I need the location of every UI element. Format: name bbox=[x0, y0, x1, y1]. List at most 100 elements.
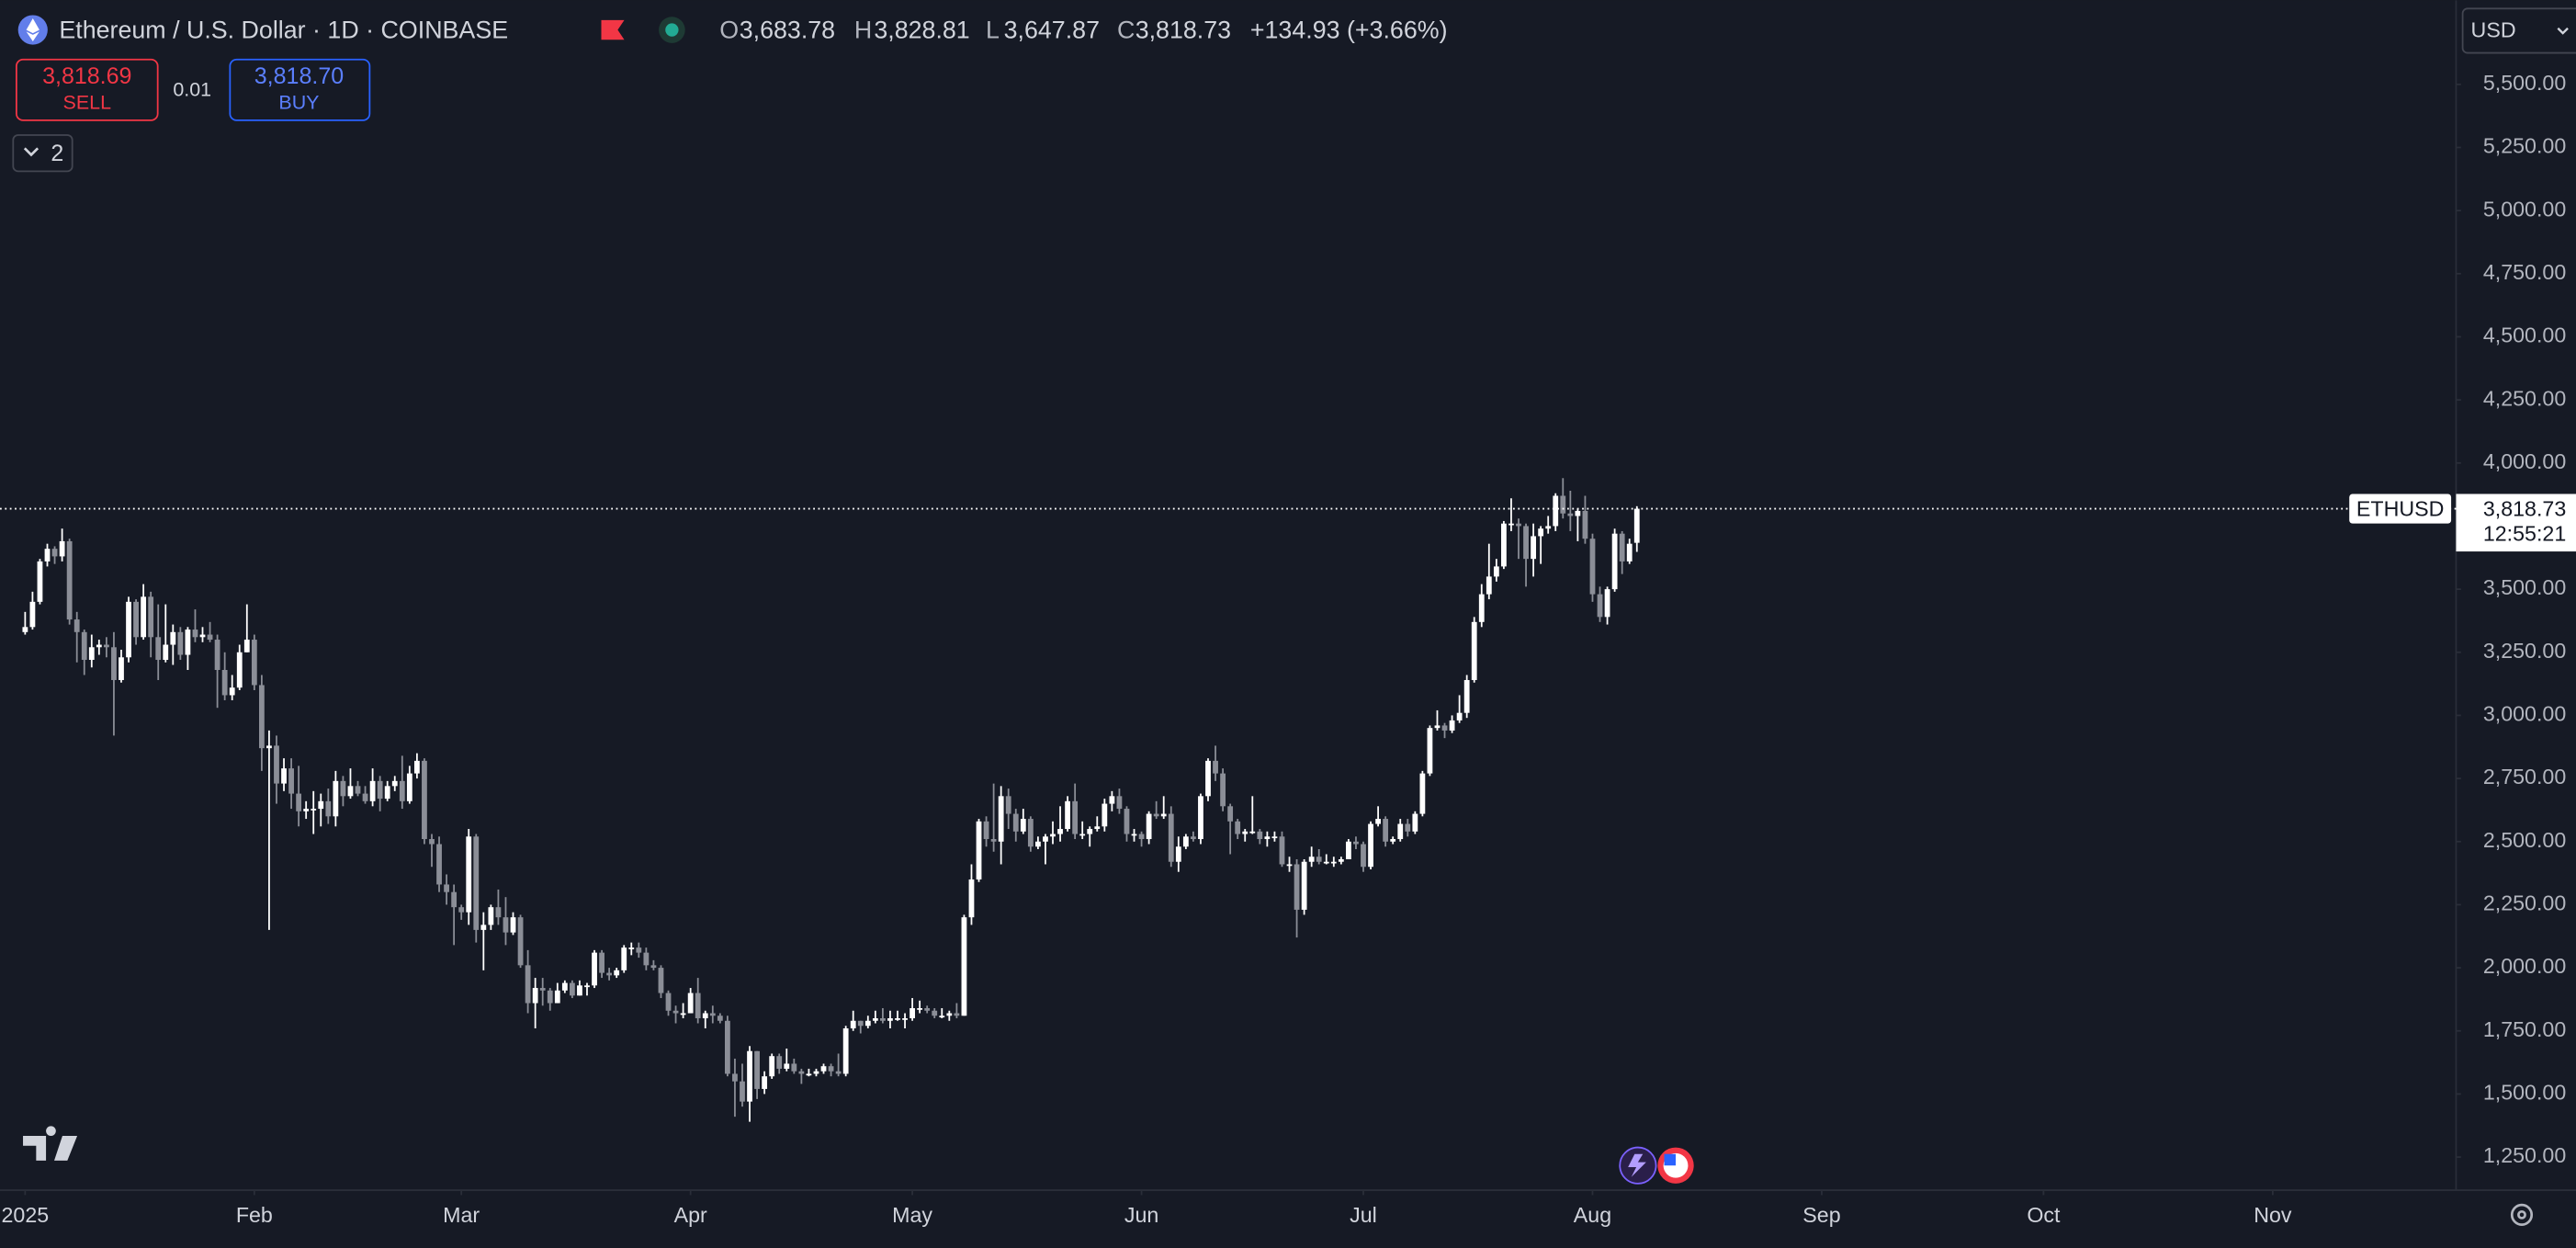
candle-body bbox=[1094, 826, 1101, 830]
candle-body bbox=[66, 540, 73, 620]
market-status-dot bbox=[665, 23, 679, 37]
candle-body bbox=[990, 839, 997, 842]
candle-body bbox=[961, 917, 967, 1016]
settings-icon[interactable] bbox=[2510, 1203, 2534, 1226]
x-tick-label: Jun bbox=[1124, 1203, 1158, 1227]
candle-body bbox=[740, 1081, 745, 1102]
buy-label: BUY bbox=[278, 92, 319, 114]
candle-body bbox=[1043, 836, 1048, 842]
sell-button[interactable] bbox=[15, 58, 159, 121]
candle-body bbox=[96, 644, 102, 648]
candle-body bbox=[44, 549, 51, 562]
currency-select[interactable] bbox=[2461, 7, 2576, 54]
change-value: +134.93 (+3.66%) bbox=[1250, 16, 1448, 43]
candle-body bbox=[621, 947, 627, 970]
candle-body bbox=[791, 1063, 797, 1072]
candle-body bbox=[1538, 528, 1544, 537]
candle-body bbox=[413, 760, 420, 774]
candle-body bbox=[251, 640, 257, 686]
x-tick-label: Feb bbox=[236, 1203, 273, 1227]
tradingview-logo[interactable] bbox=[23, 1126, 78, 1161]
candle-body bbox=[1257, 831, 1263, 840]
candle-body bbox=[1020, 819, 1026, 832]
candle-body bbox=[1368, 823, 1373, 868]
candle-body bbox=[680, 1013, 686, 1015]
candle-body bbox=[1330, 861, 1337, 864]
candle-body bbox=[1160, 813, 1167, 817]
candle-body bbox=[1383, 819, 1389, 842]
y-tick-label: 3,000.00 bbox=[2483, 702, 2567, 726]
y-tick-label: 4,500.00 bbox=[2483, 323, 2567, 347]
candle-body bbox=[902, 1018, 908, 1020]
candle-body bbox=[281, 768, 287, 784]
candle-body bbox=[599, 952, 604, 973]
candle-body bbox=[1065, 800, 1070, 830]
candle-body bbox=[813, 1071, 819, 1074]
candle-body bbox=[1449, 720, 1455, 731]
symbol-tag-text: ETHUSD bbox=[2356, 497, 2445, 521]
candle-body bbox=[199, 634, 206, 638]
candle-body bbox=[73, 619, 80, 632]
candle-body bbox=[288, 768, 294, 794]
candle-body bbox=[687, 993, 694, 1014]
candle-body bbox=[362, 793, 368, 801]
low-label: L bbox=[986, 16, 1000, 43]
candle-body bbox=[864, 1020, 871, 1027]
x-tick-label: 2025 bbox=[2, 1203, 50, 1227]
candle-body bbox=[311, 809, 317, 811]
candle-body bbox=[1361, 844, 1366, 868]
candle-body bbox=[998, 796, 1004, 842]
y-tick-label: 5,000.00 bbox=[2483, 197, 2567, 221]
candle-body bbox=[1582, 510, 1588, 539]
y-tick-label: 2,250.00 bbox=[2483, 891, 2567, 915]
candle-body bbox=[185, 630, 191, 655]
candle-body bbox=[976, 821, 982, 879]
candle-body bbox=[22, 627, 28, 632]
flag-icon[interactable] bbox=[601, 19, 625, 40]
y-tick-label: 5,250.00 bbox=[2483, 134, 2567, 158]
candle-body bbox=[954, 1013, 960, 1016]
candle-body bbox=[1575, 510, 1581, 516]
candle-body bbox=[1531, 536, 1536, 560]
candle-body bbox=[762, 1076, 768, 1089]
candle-body bbox=[643, 952, 650, 966]
currency: USD bbox=[2471, 17, 2516, 41]
candle-body bbox=[103, 644, 109, 648]
indicators-toggle[interactable] bbox=[12, 134, 73, 173]
candle-body bbox=[1072, 800, 1079, 834]
candle-body bbox=[1005, 796, 1011, 814]
candle-body bbox=[1271, 836, 1278, 839]
candle-body bbox=[672, 1010, 679, 1014]
candle-body bbox=[1124, 809, 1130, 834]
candle-body bbox=[88, 647, 95, 661]
candle-body bbox=[318, 800, 324, 810]
candle-body bbox=[192, 630, 198, 638]
candle-body bbox=[517, 917, 524, 966]
candle-body bbox=[1286, 864, 1293, 867]
chevron bbox=[23, 147, 40, 157]
candle-body bbox=[111, 647, 117, 680]
candle-body bbox=[1619, 533, 1625, 562]
high-label: H bbox=[854, 16, 872, 43]
candle-body bbox=[798, 1071, 805, 1074]
buy-button[interactable] bbox=[229, 58, 371, 121]
symbol-title[interactable]: Ethereum / U.S. Dollar · 1D · COINBASE bbox=[59, 16, 508, 43]
candle-body bbox=[126, 601, 131, 658]
candle-body bbox=[214, 640, 220, 671]
candle-body bbox=[119, 657, 124, 680]
y-tick-label: 1,250.00 bbox=[2483, 1143, 2567, 1167]
candle-body bbox=[1597, 594, 1603, 618]
indicators-count: 2 bbox=[51, 141, 63, 166]
candle-body bbox=[910, 1008, 915, 1019]
settings-icon-inner bbox=[2517, 1209, 2526, 1220]
candle-body bbox=[391, 780, 398, 787]
candle-body bbox=[539, 988, 546, 991]
chevron bbox=[2557, 27, 2569, 35]
candle-body bbox=[51, 549, 58, 557]
candle-body bbox=[1102, 803, 1108, 827]
candle-body bbox=[1338, 858, 1344, 862]
candle-body bbox=[480, 925, 487, 930]
candle-body bbox=[1471, 621, 1477, 680]
candle-body bbox=[828, 1066, 834, 1072]
candle-body bbox=[1168, 813, 1174, 862]
